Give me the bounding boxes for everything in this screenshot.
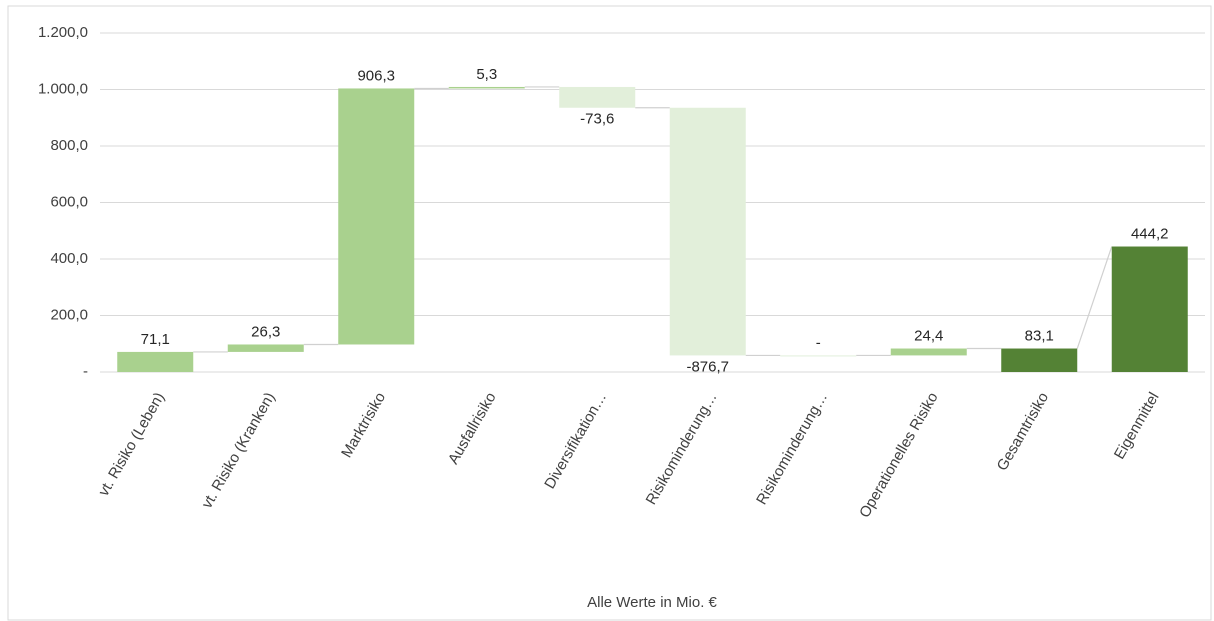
x-axis-title: Alle Werte in Mio. € — [587, 594, 717, 611]
value-label: 26,3 — [251, 323, 280, 340]
value-label: -876,7 — [686, 358, 729, 375]
y-tick-label: 800,0 — [50, 137, 88, 154]
bar — [1111, 246, 1188, 372]
bar — [780, 355, 857, 357]
bar — [890, 348, 967, 356]
value-label: 5,3 — [476, 66, 497, 83]
value-label: 444,2 — [1131, 225, 1169, 242]
y-tick-label: 600,0 — [50, 193, 88, 210]
bar — [669, 107, 746, 356]
value-label: 71,1 — [141, 331, 170, 348]
value-label: - — [816, 334, 821, 351]
value-label: 24,4 — [914, 327, 943, 344]
y-tick-label: 200,0 — [50, 306, 88, 323]
bar — [227, 344, 304, 352]
value-label: -73,6 — [580, 111, 614, 128]
value-label: 83,1 — [1025, 327, 1054, 344]
value-label: 906,3 — [357, 67, 395, 84]
chart-frame — [7, 5, 1212, 621]
bar — [338, 88, 415, 345]
connector — [1076, 246, 1113, 349]
y-tick-label: 1.000,0 — [38, 80, 88, 97]
y-tick-label: 400,0 — [50, 250, 88, 267]
bar — [448, 86, 525, 89]
bar — [559, 86, 636, 108]
bar — [117, 351, 194, 372]
bar — [1001, 348, 1078, 372]
y-tick-label: 1.200,0 — [38, 24, 88, 41]
y-tick-label: - — [83, 363, 88, 380]
